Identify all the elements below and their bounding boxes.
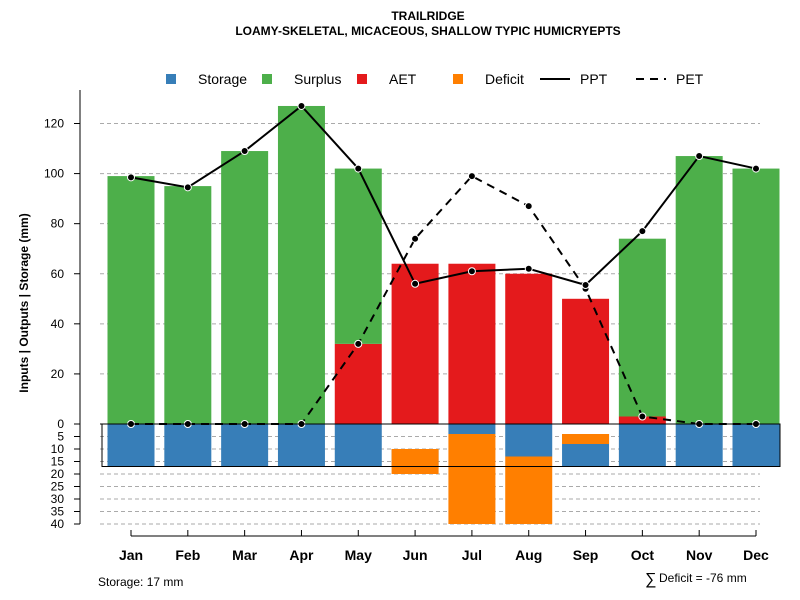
surplus-bar-apr <box>277 105 325 425</box>
storage-bar-jul <box>448 424 496 434</box>
legend-swatch-aet <box>357 74 367 84</box>
x-tick-label-jun: Jun <box>403 547 428 563</box>
chart-title: TRAILRIDGE <box>391 9 464 23</box>
chart-legend: Storage Surplus AET Deficit PPT PET <box>166 71 704 87</box>
surplus-bar-nov <box>675 156 723 424</box>
deficit-bar-aug <box>505 456 553 524</box>
ppt-point-sep <box>581 281 590 290</box>
y-tick-label-lower-30: 30 <box>51 492 65 506</box>
deficit-bar-jul <box>448 434 496 524</box>
x-tick-label-oct: Oct <box>631 547 655 563</box>
pet-point-jun <box>411 234 420 243</box>
deficit-bar-jun <box>391 449 439 474</box>
legend-swatch-deficit <box>453 74 463 84</box>
legend-label-storage: Storage <box>198 71 247 87</box>
storage-bar-apr <box>277 424 325 467</box>
x-tick-label-apr: Apr <box>289 547 314 563</box>
y-tick-label-lower-25: 25 <box>51 480 65 494</box>
deficit-bar-sep <box>562 434 610 444</box>
aet-bar-sep <box>562 298 610 424</box>
surplus-bar-jan <box>107 176 155 424</box>
x-tick-label-jul: Jul <box>462 547 482 563</box>
storage-bar-jan <box>107 424 155 467</box>
y-tick-label-lower-40: 40 <box>51 517 65 531</box>
deficit-footnote: Deficit = -76 mm <box>659 571 747 585</box>
x-tick-label-dec: Dec <box>743 547 769 563</box>
surplus-bar-oct <box>618 238 666 417</box>
y-tick-label-lower-35: 35 <box>51 505 65 519</box>
x-tick-label-feb: Feb <box>175 547 200 563</box>
legend-label-ppt: PPT <box>580 71 608 87</box>
y-tick-label-lower-10: 10 <box>51 442 65 456</box>
storage-bar-feb <box>164 424 212 467</box>
y-tick-label-upper-40: 40 <box>51 317 65 331</box>
ppt-point-oct <box>638 227 647 236</box>
legend-label-surplus: Surplus <box>294 71 341 87</box>
y-tick-label-upper-60: 60 <box>51 267 65 281</box>
ppt-point-mar <box>240 147 249 156</box>
ppt-point-dec <box>752 164 760 173</box>
x-tick-label-may: May <box>345 547 372 563</box>
legend-label-deficit: Deficit <box>485 71 524 87</box>
y-tick-label-lower-15: 15 <box>51 455 65 469</box>
sum-icon: ∑ <box>645 571 656 588</box>
y-tick-label-lower-5: 5 <box>57 430 64 444</box>
ppt-point-feb <box>183 183 192 192</box>
y-tick-label-upper-0: 0 <box>57 417 64 431</box>
x-tick-label-mar: Mar <box>232 547 257 563</box>
y-axis-label: Inputs | Outputs | Storage (mm) <box>17 213 31 392</box>
storage-bar-oct <box>618 424 666 467</box>
pet-point-jul <box>467 172 476 181</box>
ppt-point-apr <box>297 101 306 110</box>
y-tick-label-upper-100: 100 <box>44 167 64 181</box>
x-tick-label-jan: Jan <box>119 547 143 563</box>
ppt-point-jan <box>127 173 135 182</box>
storage-bar-mar <box>221 424 269 467</box>
surplus-bar-feb <box>164 186 212 424</box>
ppt-line <box>130 104 757 287</box>
ppt-point-aug <box>524 264 533 273</box>
aet-bar-may <box>334 343 382 424</box>
aet-bar-jul <box>448 263 496 424</box>
x-tick-label-sep: Sep <box>573 547 599 563</box>
surplus-bar-dec <box>732 168 780 424</box>
pet-point-may <box>354 339 363 348</box>
y-tick-label-upper-120: 120 <box>44 117 64 131</box>
chart-subtitle: LOAMY-SKELETAL, MICACEOUS, SHALLOW TYPIC… <box>235 24 620 38</box>
x-tick-label-nov: Nov <box>686 547 713 563</box>
legend-swatch-storage <box>166 74 176 84</box>
storage-bar-dec <box>732 424 780 467</box>
surplus-bar-may <box>334 168 382 344</box>
storage-footnote: Storage: 17 mm <box>98 575 183 589</box>
aet-bar-jun <box>391 263 439 424</box>
ppt-point-may <box>354 164 363 173</box>
ppt-point-jul <box>467 267 476 276</box>
legend-label-aet: AET <box>389 71 417 87</box>
aet-bar-aug <box>505 273 553 424</box>
storage-bar-may <box>334 424 382 467</box>
surplus-bar-mar <box>221 151 269 424</box>
legend-label-pet: PET <box>676 71 704 87</box>
y-tick-label-upper-80: 80 <box>51 217 65 231</box>
ppt-point-jun <box>411 279 420 288</box>
bars-layer <box>101 105 781 524</box>
storage-bar-nov <box>675 424 723 467</box>
x-tick-label-aug: Aug <box>515 547 542 563</box>
y-tick-label-upper-20: 20 <box>51 367 65 381</box>
y-tick-label-lower-20: 20 <box>51 467 65 481</box>
storage-bar-aug <box>505 424 553 457</box>
pet-point-aug <box>524 202 533 211</box>
ppt-point-nov <box>695 152 704 161</box>
pet-point-oct <box>638 412 647 421</box>
legend-swatch-surplus <box>262 74 272 84</box>
